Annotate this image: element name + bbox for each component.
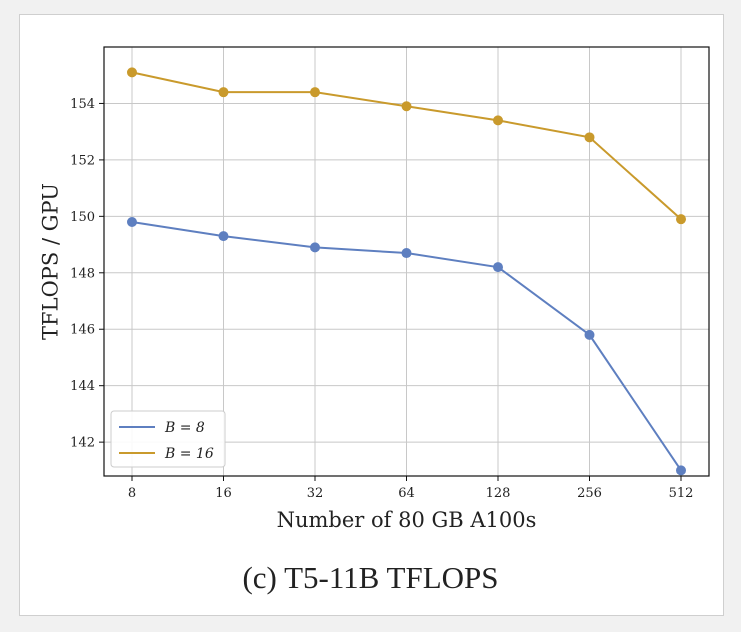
x-tick-label: 128 — [486, 486, 511, 501]
figure-frame — [19, 14, 724, 616]
data-point — [676, 214, 686, 225]
y-tick-label: 150 — [70, 210, 95, 225]
series-layer — [127, 67, 686, 476]
legend-label-1: B = 8 — [164, 420, 205, 436]
data-point — [401, 248, 412, 259]
plot-area-border — [103, 46, 710, 477]
y-tick-label: 146 — [70, 323, 95, 338]
x-tick-label: 64 — [398, 486, 415, 501]
y-tick-label: 148 — [70, 266, 95, 281]
x-tick-label: 32 — [307, 486, 324, 501]
y-tick-label: 144 — [70, 379, 95, 394]
y-tick-label: 152 — [70, 153, 95, 168]
x-axis-ticks: 8 16 32 64 128 256 512 — [128, 476, 694, 501]
data-point — [584, 329, 595, 340]
y-tick-label: 142 — [70, 436, 95, 451]
x-tick-label: 8 — [128, 486, 136, 501]
data-point — [310, 87, 320, 98]
x-tick-label: 256 — [577, 486, 602, 501]
legend: B = 8 B = 16 — [110, 410, 226, 468]
data-point — [310, 242, 320, 253]
figure-caption: (c) T5-11B TFLOPS — [242, 560, 499, 595]
y-axis-label: TFLOPS / GPU — [38, 183, 62, 340]
data-point — [218, 231, 229, 242]
y-tick-label: 154 — [70, 97, 95, 112]
data-point — [676, 465, 686, 476]
x-tick-label: 512 — [669, 486, 694, 501]
data-point — [401, 101, 412, 112]
data-point — [493, 115, 503, 126]
data-point — [493, 262, 503, 273]
legend-label-2: B = 16 — [164, 446, 214, 462]
data-point — [127, 67, 137, 78]
data-point — [584, 132, 595, 143]
x-tick-label: 16 — [215, 486, 232, 501]
x-axis-label: Number of 80 GB A100s — [277, 508, 537, 532]
data-point — [218, 87, 229, 98]
data-point — [127, 216, 137, 227]
y-axis-ticks: 142 144 146 148 150 152 154 — [70, 97, 104, 451]
